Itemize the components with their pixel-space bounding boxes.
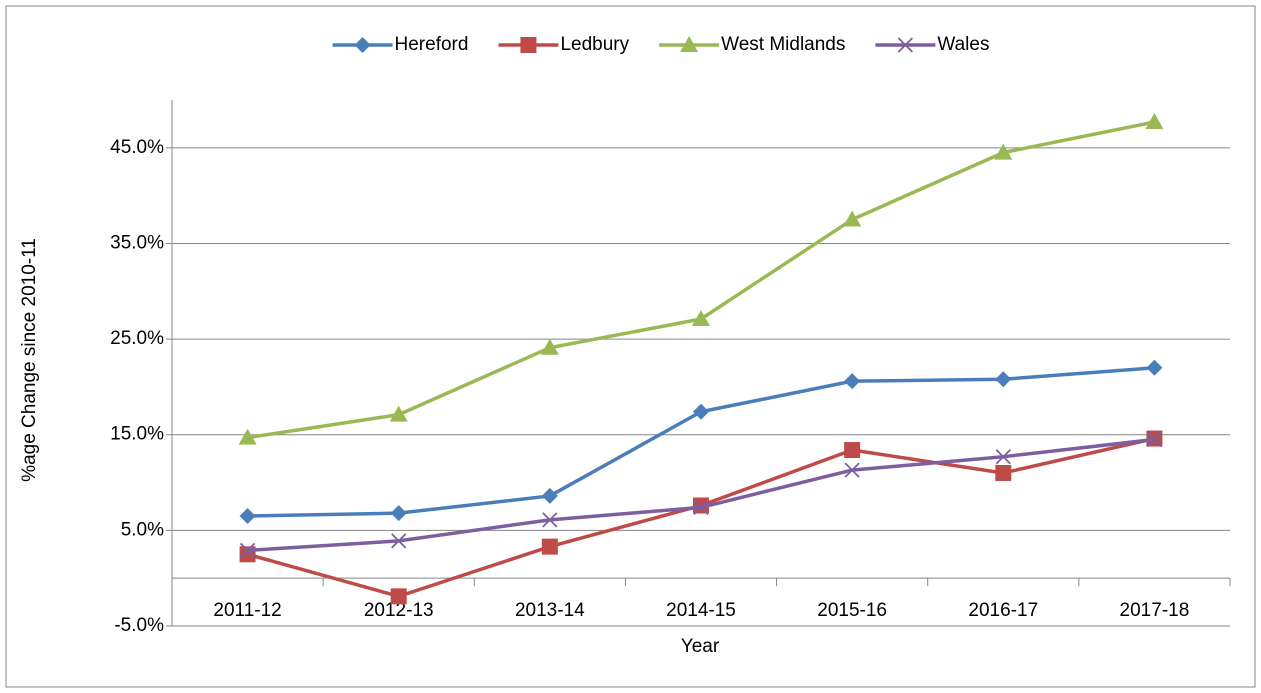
legend-label: West Midlands bbox=[721, 34, 845, 55]
legend-label: Hereford bbox=[395, 34, 469, 55]
marker bbox=[693, 497, 709, 514]
y-tick-label: 15.0% bbox=[110, 424, 164, 445]
marker bbox=[238, 428, 257, 445]
marker bbox=[239, 542, 256, 559]
marker bbox=[239, 508, 256, 525]
y-axis-title: %age Change since 2010-11 bbox=[19, 238, 40, 482]
marker bbox=[994, 143, 1013, 160]
marker bbox=[693, 403, 709, 420]
marker bbox=[1146, 359, 1163, 376]
x-tick-label: 2015-16 bbox=[817, 600, 887, 621]
marker bbox=[844, 442, 861, 459]
y-tick-label: 35.0% bbox=[110, 232, 164, 253]
marker bbox=[541, 487, 558, 504]
marker bbox=[541, 538, 558, 555]
x-tick-label: 2012-13 bbox=[364, 600, 434, 621]
y-tick-label: -5.0% bbox=[114, 615, 164, 636]
chart-border bbox=[5, 5, 1256, 688]
y-tick-label: 5.0% bbox=[121, 519, 164, 540]
marker bbox=[692, 310, 710, 327]
marker bbox=[844, 373, 861, 390]
marker bbox=[540, 338, 559, 355]
marker bbox=[389, 405, 408, 422]
marker bbox=[520, 37, 537, 53]
marker bbox=[844, 462, 860, 478]
x-tick-label: 2017-18 bbox=[1120, 600, 1190, 621]
marker bbox=[897, 37, 914, 53]
marker bbox=[995, 449, 1011, 465]
x-tick-label: 2016-17 bbox=[968, 600, 1038, 621]
legend-label: Ledbury bbox=[560, 34, 629, 55]
x-tick-label: 2013-14 bbox=[515, 600, 585, 621]
marker bbox=[1146, 431, 1163, 448]
x-tick-label: 2014-15 bbox=[666, 600, 736, 621]
marker bbox=[354, 37, 371, 53]
x-tick-label: 2011-12 bbox=[213, 600, 281, 621]
marker bbox=[680, 36, 699, 52]
marker bbox=[843, 210, 862, 227]
marker bbox=[995, 371, 1012, 388]
y-tick-label: 25.0% bbox=[110, 328, 164, 349]
y-tick-label: 45.0% bbox=[110, 137, 164, 158]
legend-label: Wales bbox=[937, 34, 989, 55]
x-axis-title: Year bbox=[681, 636, 720, 657]
marker bbox=[391, 533, 407, 549]
marker bbox=[995, 464, 1012, 481]
marker bbox=[542, 512, 558, 528]
marker bbox=[693, 499, 709, 516]
marker bbox=[390, 505, 407, 522]
marker bbox=[1145, 112, 1164, 129]
marker bbox=[390, 588, 407, 605]
